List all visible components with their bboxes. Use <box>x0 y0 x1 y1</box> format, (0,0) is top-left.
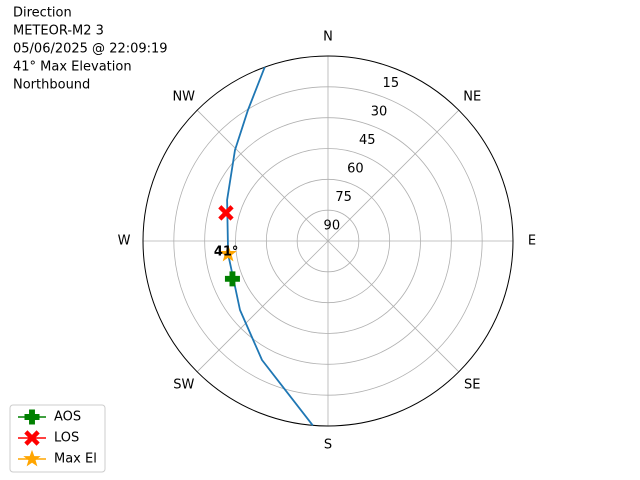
marker-x <box>218 205 234 221</box>
theta-tick-label: E <box>528 234 536 249</box>
r-tick-label: 60 <box>347 161 364 176</box>
theta-tick-label: NE <box>463 89 481 104</box>
marker-star <box>23 449 41 467</box>
marker-star <box>219 244 237 262</box>
title-line: 41° Max Elevation <box>13 60 132 75</box>
title-line: Northbound <box>13 78 90 93</box>
annotation: 41° <box>214 244 239 259</box>
track-line <box>226 66 314 426</box>
polar-frame <box>142 55 514 427</box>
grid-spoke <box>196 240 329 373</box>
title-line: 05/06/2025 @ 22:09:19 <box>13 42 168 57</box>
r-tick-label: 75 <box>335 190 352 205</box>
r-tick-label: 15 <box>383 76 400 91</box>
title-line: Direction <box>13 6 72 21</box>
theta-tick-label: W <box>118 234 131 249</box>
plot-area: N NE E SE S SW W NW 90 75 60 45 30 15 41° <box>118 30 537 453</box>
theta-tick-label: N <box>323 30 333 45</box>
theta-tick-label: S <box>324 438 332 453</box>
marker-plus <box>24 409 40 425</box>
theta-tick-label: SW <box>173 378 194 393</box>
legend-label: AOS <box>54 410 81 425</box>
legend-label: Max El <box>54 452 97 467</box>
marker-plus <box>224 271 240 287</box>
grid-spoke <box>196 109 329 242</box>
legend: AOS LOS Max El <box>9 404 106 473</box>
marker-x <box>24 430 40 446</box>
theta-tick-label: SE <box>464 378 480 393</box>
legend-label: LOS <box>54 431 79 446</box>
title-block: Direction METEOR-M2 3 05/06/2025 @ 22:09:1… <box>13 6 168 93</box>
grid-spoke <box>327 240 460 373</box>
theta-tick-label: NW <box>172 89 195 104</box>
grid-spoke <box>327 109 460 242</box>
title-line: METEOR-M2 3 <box>13 24 104 39</box>
r-tick-label: 90 <box>324 218 341 233</box>
r-tick-label: 30 <box>371 104 388 119</box>
r-tick-label: 45 <box>359 133 376 148</box>
